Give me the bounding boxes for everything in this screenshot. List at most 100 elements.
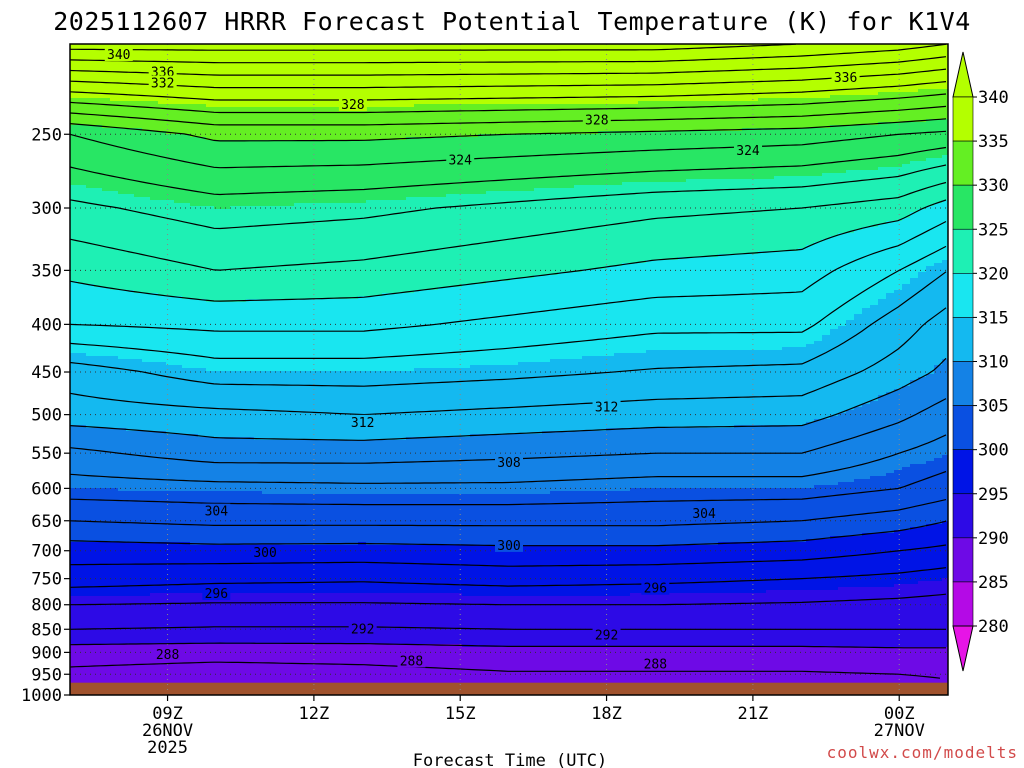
theta-cell	[422, 593, 431, 645]
theta-cell	[126, 542, 135, 597]
theta-cell	[486, 545, 495, 597]
contour-line	[69, 544, 947, 567]
theta-cell	[102, 128, 111, 192]
theta-cell	[526, 134, 535, 192]
theta-cell	[470, 434, 479, 495]
theta-cell	[182, 434, 191, 492]
theta-cell	[518, 362, 527, 435]
theta-cell	[78, 488, 87, 543]
theta-cell	[670, 182, 679, 261]
theta-cell	[662, 350, 671, 429]
theta-cell	[158, 431, 167, 492]
theta-cell	[470, 137, 479, 195]
theta-cell	[382, 644, 391, 696]
theta-cell	[734, 542, 743, 594]
theta-cell	[110, 44, 119, 102]
theta-cell	[390, 371, 399, 441]
theta-cell	[486, 104, 495, 135]
contour-lines	[69, 43, 947, 679]
theta-cell	[438, 593, 447, 645]
theta-cell	[774, 425, 783, 489]
theta-cell	[374, 107, 383, 141]
contour-label-text: 340	[107, 48, 130, 63]
theta-cell	[550, 596, 559, 648]
theta-cell	[198, 593, 207, 645]
theta-cell	[278, 140, 287, 207]
theta-cell	[806, 488, 815, 540]
theta-cell	[174, 542, 183, 594]
theta-cell	[358, 440, 367, 495]
theta-cell	[486, 365, 495, 435]
theta-cell	[198, 644, 207, 696]
theta-cell	[406, 545, 415, 594]
theta-cell	[374, 200, 383, 297]
theta-cell	[638, 593, 647, 648]
theta-cell	[262, 371, 271, 441]
theta-cell	[918, 464, 927, 528]
theta-cell	[598, 269, 607, 357]
x-tick-label: 00Z	[884, 704, 915, 724]
theta-cell	[454, 644, 463, 696]
theta-cell	[734, 488, 743, 543]
ground-layer	[70, 682, 948, 695]
contour-label-text: 328	[341, 98, 364, 113]
theta-cell	[358, 494, 367, 543]
theta-cell	[686, 257, 695, 351]
theta-cell	[646, 428, 655, 489]
theta-cell	[86, 596, 95, 645]
theta-cell	[582, 596, 591, 648]
theta-cell	[486, 494, 495, 546]
theta-cell	[382, 44, 391, 108]
theta-cell	[878, 122, 887, 168]
theta-cell	[294, 299, 303, 372]
theta-cell	[870, 647, 879, 696]
theta-cell	[782, 98, 791, 129]
theta-cell	[462, 494, 471, 546]
theta-cell	[286, 494, 295, 546]
theta-cell	[294, 44, 303, 108]
theta-cell	[726, 254, 735, 351]
theta-cell	[270, 299, 279, 372]
theta-cell	[166, 593, 175, 645]
theta-cell	[286, 545, 295, 594]
theta-cell	[654, 593, 663, 648]
theta-cell	[798, 98, 807, 129]
theta-cell	[246, 206, 255, 300]
x-tick-label: 27NOV	[874, 721, 925, 741]
theta-cell	[758, 425, 767, 489]
theta-cell	[926, 461, 935, 525]
theta-cell	[86, 542, 95, 597]
theta-cell	[478, 647, 487, 696]
theta-cell	[318, 593, 327, 645]
colorbar-label: 315	[978, 308, 1009, 328]
theta-cell	[150, 593, 159, 645]
theta-cell	[510, 104, 519, 135]
theta-cell	[238, 107, 247, 141]
theta-cell	[78, 98, 87, 126]
theta-cell	[518, 191, 527, 279]
theta-cell	[814, 341, 823, 420]
theta-cell	[246, 593, 255, 645]
theta-cell	[118, 44, 127, 102]
theta-cell	[494, 365, 503, 435]
theta-cell	[598, 596, 607, 648]
theta-cell	[542, 362, 551, 432]
theta-cell	[294, 140, 303, 204]
contour-label-bg	[641, 656, 670, 671]
theta-cell	[262, 44, 271, 108]
contour-label-bg	[495, 454, 523, 469]
colorbar-band	[952, 449, 974, 495]
theta-cell	[822, 590, 831, 648]
contour-label: 324	[446, 152, 475, 168]
theta-cell	[262, 545, 271, 594]
theta-cell	[78, 596, 87, 645]
theta-cell	[350, 44, 359, 108]
theta-cell	[526, 104, 535, 135]
theta-cell	[614, 104, 623, 132]
theta-cell	[790, 128, 799, 177]
theta-cell	[462, 647, 471, 696]
theta-cell	[270, 206, 279, 300]
theta-cell	[350, 299, 359, 372]
theta-cell	[942, 647, 949, 696]
